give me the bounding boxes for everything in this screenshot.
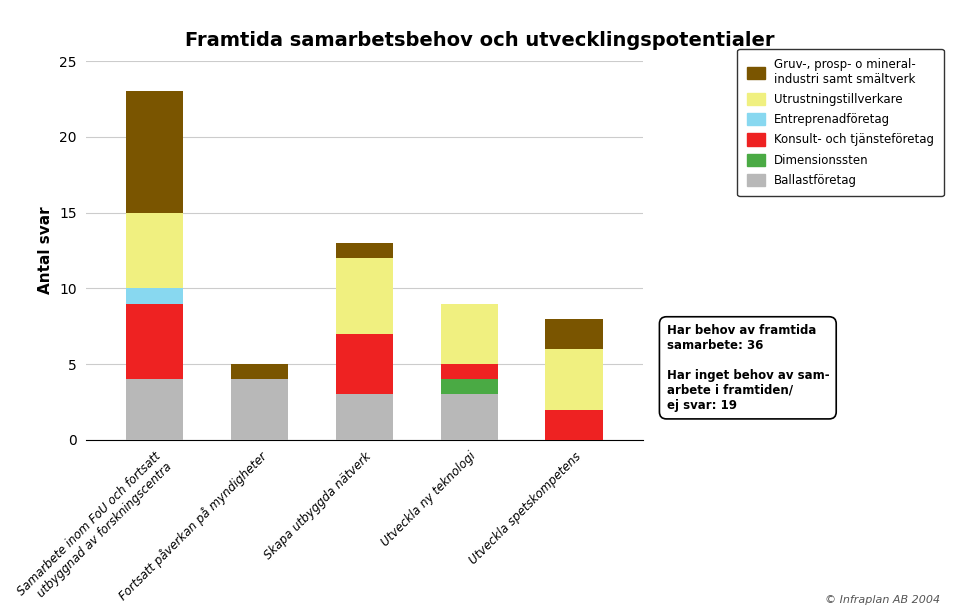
Bar: [336, 334, 393, 395]
Bar: [440, 364, 499, 379]
Bar: [126, 379, 183, 440]
Bar: [440, 395, 499, 440]
Bar: [546, 409, 603, 440]
Bar: [546, 349, 603, 409]
Text: © Infraplan AB 2004: © Infraplan AB 2004: [825, 595, 940, 605]
Bar: [126, 92, 183, 213]
Text: Framtida samarbetsbehov och utvecklingspotentialer: Framtida samarbetsbehov och utvecklingsp…: [185, 31, 774, 49]
Text: Har behov av framtida
samarbete: 36

Har inget behov av sam-
arbete i framtiden/: Har behov av framtida samarbete: 36 Har …: [667, 324, 830, 412]
Y-axis label: Antal svar: Antal svar: [38, 207, 54, 295]
Bar: [126, 213, 183, 288]
Bar: [336, 395, 393, 440]
Bar: [546, 319, 603, 349]
Bar: [230, 379, 289, 440]
Legend: Gruv-, prosp- o mineral-
industri samt smältverk, Utrustningstillverkare, Entrep: Gruv-, prosp- o mineral- industri samt s…: [737, 49, 944, 196]
Bar: [230, 364, 289, 379]
Bar: [440, 304, 499, 364]
Bar: [440, 379, 499, 395]
Bar: [126, 304, 183, 379]
Bar: [336, 258, 393, 334]
Bar: [336, 243, 393, 258]
Bar: [126, 288, 183, 304]
